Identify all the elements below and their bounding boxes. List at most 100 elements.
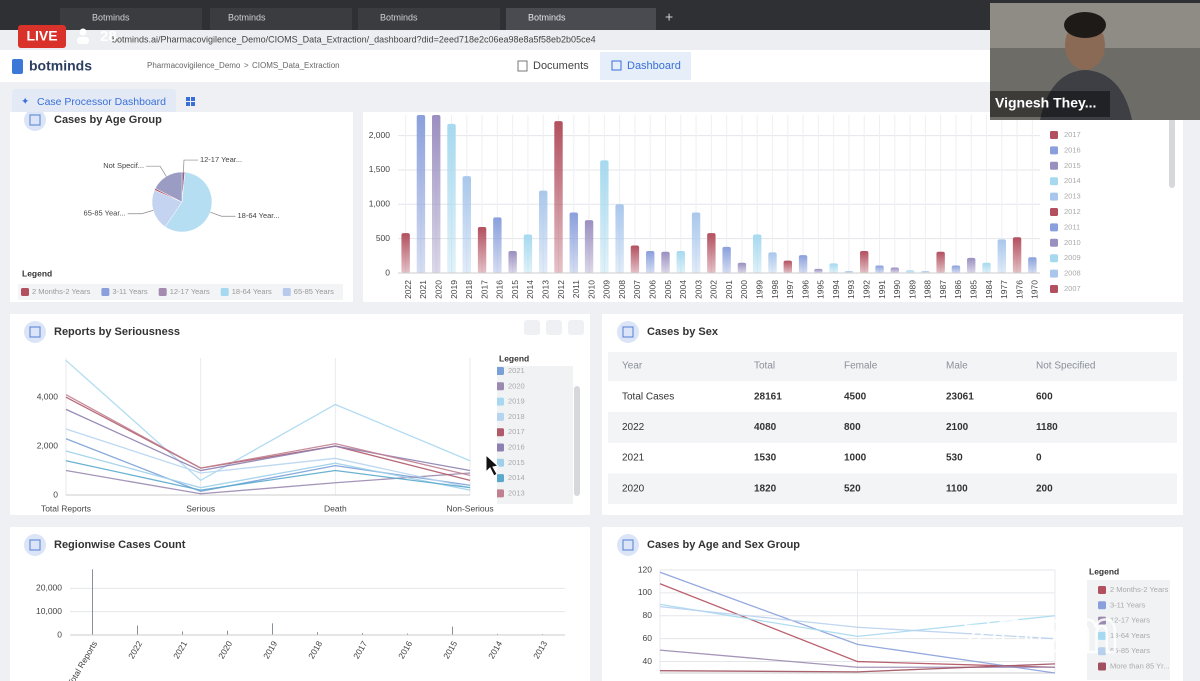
leader-line — [183, 159, 198, 173]
scrollbar[interactable] — [574, 386, 580, 496]
pie-slice — [164, 171, 213, 233]
legend-swatch — [497, 443, 504, 452]
x-tick-label: 2014 — [525, 280, 535, 299]
viewer-icon — [77, 37, 89, 44]
table-cell: 1100 — [946, 483, 968, 494]
grid-icon[interactable] — [186, 97, 190, 101]
y-tick-label: 120 — [638, 564, 652, 574]
legend: 2021 2020 2019 2018 2017 2016 2015 2014 2013 — [497, 366, 525, 498]
legend-swatch — [497, 474, 504, 483]
panel-icon — [29, 114, 41, 126]
dashboard-tab[interactable] — [12, 89, 176, 114]
y-tick-label: 60 — [643, 633, 653, 643]
table-cell: 2020 — [622, 483, 645, 494]
bar — [798, 255, 808, 273]
panel-title: Cases by Age and Sex Group — [647, 539, 800, 551]
bar — [447, 123, 456, 273]
nav-tab-active[interactable] — [600, 52, 691, 80]
bar — [554, 121, 563, 273]
tab-title: Botminds — [528, 12, 566, 22]
slice-label: 65-85 Year... — [84, 209, 126, 218]
panel-title: Cases by Sex — [647, 326, 719, 338]
legend-swatch — [497, 397, 504, 406]
table-view-button[interactable] — [524, 320, 540, 335]
cursor — [485, 453, 500, 477]
x-tick-label: 1984 — [984, 280, 994, 299]
grid-icon — [191, 97, 195, 101]
series-line — [65, 450, 471, 491]
nav-tab[interactable]: Dashboard — [627, 60, 681, 72]
bar — [921, 270, 930, 273]
legend-label: 2008 — [1064, 269, 1081, 278]
panel-title: Regionwise Cases Count — [54, 539, 186, 551]
legend-swatch — [497, 489, 504, 498]
bar — [227, 630, 228, 635]
legend-label: 2010 — [1064, 238, 1081, 247]
breadcrumb[interactable]: CIOMS_Data_Extraction — [252, 61, 340, 70]
link-button[interactable] — [546, 320, 562, 335]
bar — [722, 246, 731, 273]
bar — [890, 267, 899, 273]
bar — [569, 212, 578, 273]
x-tick-label: Non-Serious — [446, 503, 493, 513]
x-tick-label: 2004 — [678, 280, 688, 299]
table-header-bg — [608, 352, 1177, 381]
table-cell: 28161 — [754, 391, 782, 402]
legend-label: 65-85 Years — [294, 287, 334, 296]
legend-label: 3-11 Years — [112, 287, 148, 296]
table-cell: 530 — [946, 453, 963, 464]
tab[interactable] — [506, 8, 656, 30]
url[interactable]: botminds.ai/Pharmacovigilence_Demo/CIOMS… — [112, 34, 596, 44]
y-tick-label: 0 — [57, 629, 62, 639]
bar — [661, 251, 670, 273]
x-tick-label: 2007 — [632, 280, 642, 299]
legend-swatch — [1050, 254, 1058, 263]
x-tick-label: 2021 — [418, 280, 428, 299]
panel — [602, 527, 1183, 681]
tab[interactable] — [60, 8, 202, 30]
legend-swatch — [1050, 223, 1058, 232]
legend-swatch — [1098, 662, 1106, 671]
breadcrumb[interactable]: Pharmacovigilence_Demo — [147, 61, 241, 70]
tab[interactable] — [358, 8, 500, 30]
nav-tab[interactable]: Documents — [533, 60, 589, 72]
panel — [10, 527, 590, 681]
x-tick-label: 1977 — [999, 280, 1009, 299]
table-cell: 1000 — [844, 453, 867, 464]
x-tick-label: 1976 — [1014, 280, 1024, 299]
legend-label: 2009 — [1064, 253, 1081, 262]
legend-label: 3-11 Years — [1110, 600, 1146, 609]
panel-title: Cases by Age Group — [54, 114, 162, 126]
documents-icon — [517, 60, 528, 72]
legend-label: 2016 — [508, 442, 525, 451]
x-tick-label: 2006 — [647, 280, 657, 299]
pin-icon: ✦ — [21, 97, 29, 108]
table-cell: 23061 — [946, 391, 974, 402]
tab[interactable] — [210, 8, 352, 30]
zoom-watermark: zoom — [962, 598, 1119, 665]
live-text: LIVE — [26, 28, 57, 44]
bar — [452, 626, 453, 635]
bar — [362, 633, 363, 635]
dashboard-icon — [611, 60, 622, 71]
tab-title: Botminds — [228, 12, 266, 22]
series-line — [65, 359, 471, 482]
video-person — [1040, 70, 1132, 120]
address-bar — [0, 30, 1200, 50]
table-cell: 4500 — [844, 391, 867, 402]
bar — [1028, 257, 1037, 273]
new-tab[interactable]: + — [665, 9, 673, 25]
bar — [477, 226, 487, 273]
column-header: Not Specified — [1036, 361, 1095, 372]
bar — [982, 262, 991, 273]
download-button[interactable] — [568, 320, 584, 335]
year-chart: 0 500 1,000 1,500 2,000 2022 2021 2020 2019 2018 2… — [369, 115, 1081, 299]
x-tick-label: 2016 — [495, 280, 505, 299]
scrollbar[interactable] — [1169, 118, 1175, 188]
x-tick-label: 1994 — [831, 280, 841, 299]
legend-swatch — [101, 288, 110, 296]
y-tick-label: 20,000 — [36, 583, 62, 593]
legend-label: 2019 — [508, 397, 525, 406]
x-tick-label: 2019 — [449, 280, 459, 299]
legend-label: 2 Months-2 Years — [1110, 585, 1169, 594]
